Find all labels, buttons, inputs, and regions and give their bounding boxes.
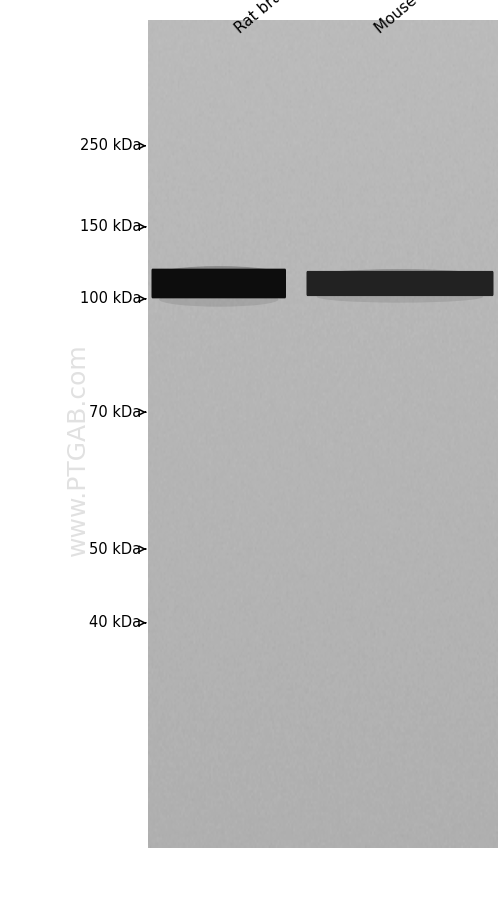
Text: 50 kDa: 50 kDa xyxy=(90,542,142,556)
Text: 40 kDa: 40 kDa xyxy=(90,616,142,630)
Text: Rat brain: Rat brain xyxy=(232,0,296,36)
Text: 70 kDa: 70 kDa xyxy=(89,405,142,419)
FancyBboxPatch shape xyxy=(306,271,494,296)
Text: 250 kDa: 250 kDa xyxy=(80,139,142,153)
Bar xyxy=(148,20,498,848)
Text: 100 kDa: 100 kDa xyxy=(80,292,142,306)
FancyBboxPatch shape xyxy=(152,269,286,298)
Ellipse shape xyxy=(317,291,483,302)
Text: Mouse brain: Mouse brain xyxy=(372,0,454,36)
Ellipse shape xyxy=(159,292,278,307)
Text: 150 kDa: 150 kDa xyxy=(80,220,142,234)
Ellipse shape xyxy=(312,269,488,284)
Text: www.PTGAB.com: www.PTGAB.com xyxy=(66,344,90,556)
Ellipse shape xyxy=(156,266,282,284)
